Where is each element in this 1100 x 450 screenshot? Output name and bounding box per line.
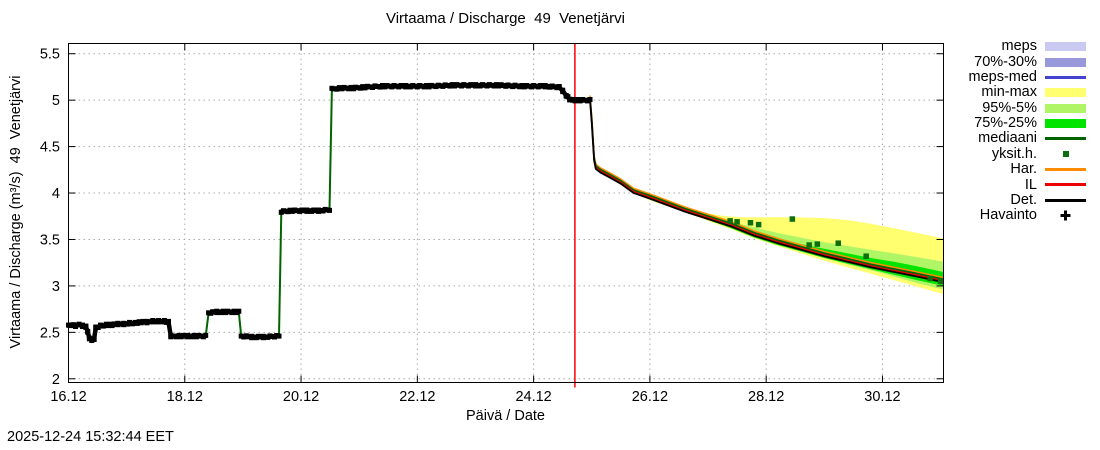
- band-75-25-: [595, 168, 944, 286]
- legend-label: 75%-25%: [974, 115, 1037, 132]
- legend-item-70-30-: 70%-30%: [969, 53, 1086, 70]
- legend-item-meps: meps: [969, 38, 1086, 55]
- legend-label: meps-med: [968, 69, 1038, 86]
- legend-label: 70%-30%: [974, 53, 1037, 70]
- forecast-line-mediaani: [589, 97, 944, 281]
- x-tick-label: 24.12: [515, 389, 551, 405]
- x-tick-label: 26.12: [632, 389, 668, 405]
- legend-item-yksit-h-: yksit.h.: [969, 146, 1087, 161]
- legend-item-il: IL: [969, 176, 1086, 193]
- legend-swatch-band: [1045, 103, 1086, 113]
- y-tick-label: 2: [52, 372, 60, 388]
- legend-item-mediaani: mediaani: [969, 130, 1086, 147]
- legend: meps 70%-30% meps-med min-max 95%-5% 75%-25% m…: [968, 38, 1087, 223]
- x-axis-label: Päivä / Date: [466, 408, 545, 424]
- x-tick-label: 22.12: [399, 389, 435, 405]
- legend-label: yksit.h.: [991, 145, 1037, 162]
- x-tick-label: 28.12: [748, 389, 784, 405]
- legend-swatch-line: [1045, 198, 1086, 202]
- legend-item-75-25-: 75%-25%: [969, 115, 1086, 132]
- legend-swatch-line: [1045, 167, 1086, 171]
- y-tick-label: 3: [52, 279, 60, 295]
- legend-swatch-band: [1045, 42, 1086, 52]
- y-tick-label: 3.5: [40, 232, 60, 248]
- observed-series: [66, 82, 593, 343]
- forecast-line-har-: [589, 95, 944, 279]
- forecast-line-det-: [589, 100, 944, 284]
- ensemble-points: [727, 216, 944, 285]
- y-tick-label: 5.5: [40, 47, 60, 63]
- gridlines: [68, 43, 944, 383]
- legend-swatch-plus: [1045, 209, 1086, 222]
- legend-item-havainto: Havainto: [969, 208, 1087, 223]
- legend-label: meps: [1001, 38, 1037, 55]
- plus-marker-icon: [1060, 210, 1071, 221]
- y-tick-label: 4.5: [40, 140, 60, 156]
- legend-swatch-band: [1045, 57, 1086, 67]
- legend-label: mediaani: [978, 130, 1037, 147]
- legend-item-meps-med: meps-med: [968, 69, 1086, 86]
- chart-title: Virtaama / Discharge 49 Venetjärvi: [385, 10, 625, 27]
- legend-item-har-: Har.: [969, 161, 1086, 178]
- legend-label: Har.: [1010, 161, 1037, 178]
- y-tick-label: 4: [52, 186, 60, 202]
- legend-swatch-line: [1045, 183, 1086, 187]
- x-tick-label: 20.12: [283, 389, 319, 405]
- forecast-line-il: [589, 98, 944, 282]
- render-timestamp: 2025-12-24 15:32:44 EET: [7, 429, 174, 445]
- legend-swatch-line: [1045, 75, 1086, 79]
- legend-label: IL: [1024, 176, 1037, 193]
- legend-swatch-band: [1045, 88, 1086, 98]
- legend-item-det-: Det.: [969, 191, 1086, 208]
- legend-label: Det.: [1010, 191, 1037, 208]
- y-tick-label: 5: [52, 93, 60, 109]
- legend-label: 95%-5%: [982, 99, 1037, 116]
- legend-swatch-line: [1045, 137, 1086, 141]
- x-tick-label: 16.12: [50, 389, 86, 405]
- legend-swatch-point: [1045, 151, 1086, 158]
- x-tick-label: 18.12: [167, 389, 203, 405]
- x-tick-label: 30.12: [864, 389, 900, 405]
- legend-label: min-max: [981, 84, 1037, 101]
- y-tick-label: 2.5: [40, 325, 60, 341]
- legend-item-min-max: min-max: [969, 84, 1086, 101]
- legend-label: Havainto: [979, 207, 1037, 224]
- axes: 16.12 18.12 20.12 22.12 24.12 26.12 28.12 30.12…: [40, 43, 944, 405]
- legend-swatch-band: [1045, 118, 1086, 128]
- legend-item-95-5-: 95%-5%: [969, 99, 1086, 116]
